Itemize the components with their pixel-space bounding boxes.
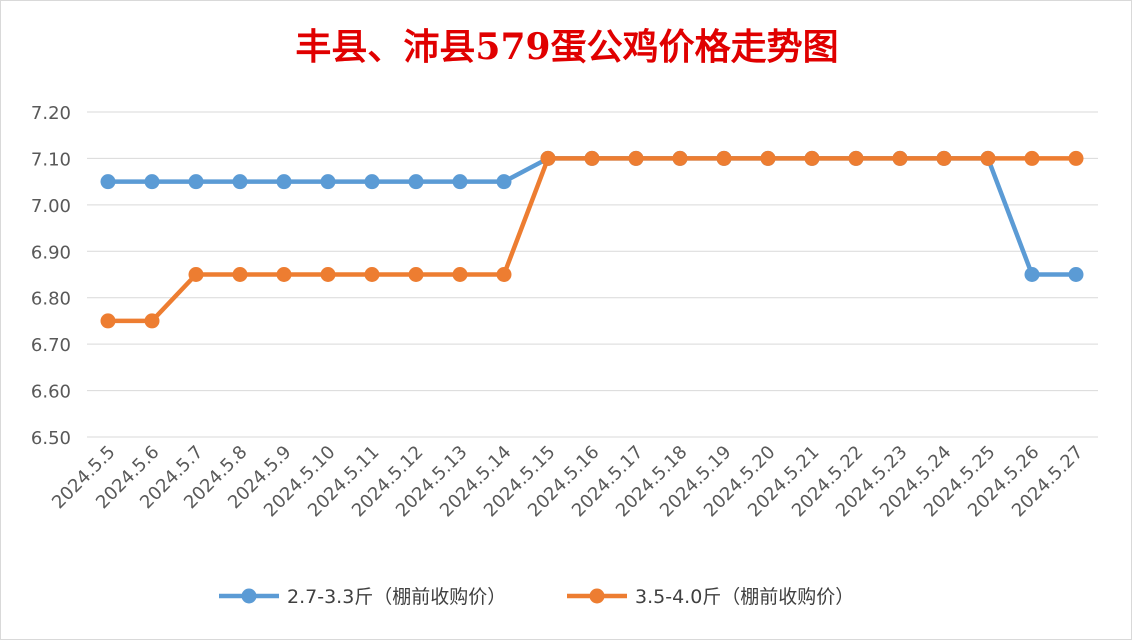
data-point <box>144 174 160 190</box>
y-tick-label: 6.90 <box>31 242 71 263</box>
data-point <box>848 150 864 166</box>
chart-title: 丰县、沛县579蛋公鸡价格走势图 <box>295 26 838 68</box>
data-point <box>232 267 248 282</box>
legend-marker <box>241 588 257 604</box>
data-point <box>364 267 380 282</box>
data-point <box>804 150 820 166</box>
data-point <box>100 174 116 190</box>
data-point <box>628 150 644 166</box>
data-point <box>232 174 248 190</box>
data-point <box>452 267 468 282</box>
data-point <box>1068 150 1084 166</box>
y-tick-label: 7.20 <box>31 103 71 124</box>
legend-item: 3.5-4.0斤（棚前收购价） <box>567 586 854 608</box>
legend-label: 3.5-4.0斤（棚前收购价） <box>635 586 854 608</box>
series-layer <box>100 150 1084 329</box>
y-tick-label: 6.80 <box>31 289 71 310</box>
data-point <box>408 174 424 190</box>
data-point <box>364 174 380 190</box>
legend-label: 2.7-3.3斤（棚前收购价） <box>287 586 506 608</box>
data-point <box>276 174 292 190</box>
data-point <box>540 150 556 166</box>
data-point <box>760 150 776 166</box>
y-tick-label: 7.00 <box>31 196 71 217</box>
series-1 <box>100 150 1084 282</box>
series-2 <box>100 150 1084 329</box>
data-point <box>496 267 512 282</box>
data-point <box>716 150 732 166</box>
y-tick-label: 6.60 <box>31 382 71 403</box>
legend-item: 2.7-3.3斤（棚前收购价） <box>219 586 506 608</box>
data-point <box>144 313 160 329</box>
data-point <box>936 150 952 166</box>
data-point <box>320 267 336 282</box>
series-line <box>105 156 1079 277</box>
data-point <box>100 313 116 329</box>
data-point <box>1068 267 1084 282</box>
data-point <box>1024 267 1040 282</box>
data-point <box>408 267 424 282</box>
x-axis: 2024.5.52024.5.62024.5.72024.5.82024.5.9… <box>48 442 1088 522</box>
data-point <box>188 174 204 190</box>
legend: 2.7-3.3斤（棚前收购价） 3.5-4.0斤（棚前收购价） <box>219 586 854 608</box>
y-axis: 6.50 6.60 6.70 6.80 6.90 7.00 7.10 7.20 <box>31 103 71 449</box>
data-point <box>1024 150 1040 166</box>
data-point <box>320 174 336 190</box>
data-point <box>496 174 512 190</box>
data-point <box>672 150 688 166</box>
y-tick-label: 6.50 <box>31 428 71 449</box>
y-tick-label: 6.70 <box>31 335 71 356</box>
gridlines <box>87 111 1098 438</box>
data-point <box>892 150 908 166</box>
y-tick-label: 7.10 <box>31 149 71 170</box>
data-point <box>276 267 292 282</box>
data-point <box>188 267 204 282</box>
data-point <box>980 150 996 166</box>
data-point <box>584 150 600 166</box>
data-point <box>452 174 468 190</box>
legend-marker <box>589 588 605 604</box>
